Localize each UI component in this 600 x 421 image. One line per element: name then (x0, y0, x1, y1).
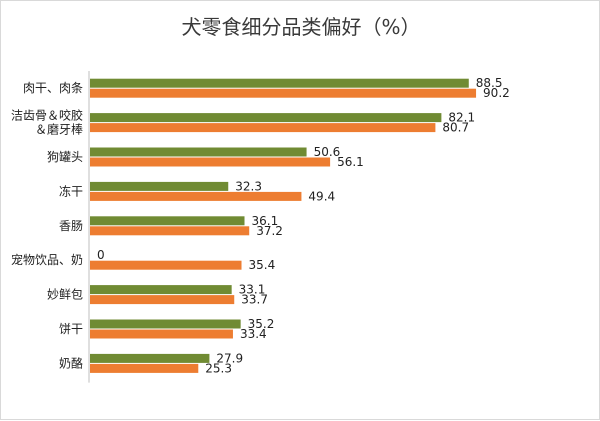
data-label: 32.3 (235, 179, 262, 193)
data-label: 80.7 (442, 121, 469, 135)
bar-series-2 (90, 363, 199, 373)
data-label: 33.1 (239, 283, 266, 297)
data-label: 27.9 (216, 351, 243, 365)
bar-series-2 (90, 295, 235, 305)
data-label: 25.3 (205, 361, 232, 375)
bar-series-2 (90, 260, 242, 270)
bar-series-2 (90, 329, 233, 339)
category-label: 妙鲜包 (47, 288, 83, 302)
data-label: 33.7 (241, 293, 268, 307)
data-label: 35.2 (248, 317, 275, 331)
category-label: 洁齿骨＆咬胶 (11, 108, 83, 123)
data-label: 36.1 (252, 214, 279, 228)
category-label: 肉干、肉条 (23, 81, 83, 95)
bar-series-1 (90, 78, 469, 88)
category-label: 香肠 (59, 219, 83, 233)
bar-series-1 (90, 147, 307, 157)
data-label: 90.2 (483, 86, 510, 100)
category-label: ＆磨牙棒 (35, 123, 83, 137)
category-label: 冻干 (59, 183, 83, 198)
category-label: 奶酪 (59, 355, 83, 370)
bar-series-1 (90, 285, 232, 295)
data-label: 33.4 (240, 327, 267, 341)
data-label: 37.2 (256, 224, 283, 238)
data-label: 88.5 (476, 76, 503, 90)
category-label: 宠物饮品、奶 (11, 252, 83, 267)
bar-series-2 (90, 157, 331, 167)
bar-series-2 (90, 191, 302, 201)
chart-title: 犬零食细分品类偏好（%） (181, 15, 421, 39)
bar-series-1 (90, 113, 442, 123)
data-label: 49.4 (308, 189, 335, 203)
data-label: 50.6 (314, 145, 341, 159)
bar-series-1 (90, 319, 241, 329)
bar-series-1 (90, 216, 245, 226)
data-label: 35.4 (249, 258, 276, 272)
data-label: 0 (97, 248, 105, 262)
bar-series-1 (90, 353, 210, 363)
data-label: 82.1 (448, 111, 475, 125)
category-label: 狗罐头 (47, 150, 83, 164)
bar-series-2 (90, 123, 436, 133)
bar-series-1 (90, 181, 229, 191)
category-label: 饼干 (59, 322, 83, 336)
data-label: 56.1 (337, 155, 364, 169)
bar-series-2 (90, 88, 477, 98)
bar-series-2 (90, 226, 250, 236)
